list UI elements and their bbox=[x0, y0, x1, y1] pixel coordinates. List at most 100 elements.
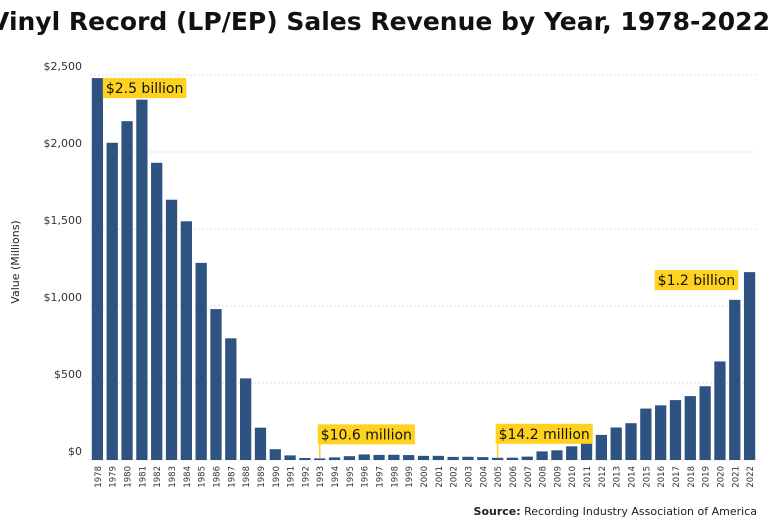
x-tick-label: 2002 bbox=[450, 466, 460, 488]
y-tick-label: $2,500 bbox=[44, 60, 83, 73]
x-tick-label: 2014 bbox=[628, 466, 638, 488]
bar bbox=[447, 456, 459, 460]
x-tick-label: 1992 bbox=[301, 466, 311, 488]
bar bbox=[328, 457, 341, 460]
bar bbox=[343, 456, 356, 460]
bar bbox=[551, 450, 563, 460]
x-tick-label: 1995 bbox=[346, 466, 356, 488]
x-tick-label: 1991 bbox=[287, 466, 297, 488]
bar bbox=[151, 162, 163, 460]
bar bbox=[195, 262, 207, 460]
bar bbox=[403, 455, 415, 460]
bar bbox=[180, 221, 192, 460]
x-tick-label: 1998 bbox=[390, 466, 400, 488]
bar bbox=[121, 121, 133, 460]
x-tick-label: 1978 bbox=[94, 466, 104, 488]
x-tick-label: 1979 bbox=[109, 466, 119, 488]
x-tick-label: 2003 bbox=[464, 466, 474, 488]
bar bbox=[491, 457, 504, 460]
x-tick-label: 1986 bbox=[212, 466, 222, 488]
bar bbox=[655, 405, 667, 460]
bar bbox=[595, 434, 607, 460]
annotation-text: $10.6 million bbox=[321, 427, 412, 443]
x-tick-label: 1994 bbox=[331, 466, 341, 488]
x-tick-label: 1997 bbox=[376, 466, 386, 488]
bar bbox=[580, 441, 593, 460]
y-tick-label: $0 bbox=[68, 445, 82, 458]
y-tick-label: $2,000 bbox=[44, 137, 83, 150]
bar bbox=[684, 396, 696, 460]
x-tick-label: 2004 bbox=[479, 466, 489, 488]
bar bbox=[506, 457, 519, 460]
bar bbox=[417, 455, 430, 460]
annotation-text: $14.2 million bbox=[499, 427, 590, 443]
bar bbox=[729, 299, 741, 460]
bar bbox=[743, 272, 756, 460]
x-tick-label: 2013 bbox=[613, 466, 623, 488]
x-tick-label: 1990 bbox=[272, 466, 282, 488]
bar bbox=[358, 454, 370, 460]
x-tick-label: 2018 bbox=[687, 466, 697, 488]
annotation: $2.5 billion bbox=[102, 78, 187, 99]
x-tick-label: 2005 bbox=[494, 466, 504, 488]
source: Source: Recording Industry Association o… bbox=[474, 505, 757, 518]
x-tick-label: 1996 bbox=[361, 466, 371, 488]
x-tick-label: 2001 bbox=[435, 466, 445, 488]
source-label: Source: bbox=[474, 505, 521, 518]
bar bbox=[91, 78, 104, 460]
x-tick-label: 2007 bbox=[524, 466, 534, 488]
x-tick-label: 2010 bbox=[568, 466, 578, 488]
x-tick-label: 1983 bbox=[168, 466, 178, 488]
x-tick-label: 1984 bbox=[183, 466, 193, 488]
bar bbox=[254, 427, 267, 460]
annotation: $10.6 million bbox=[317, 424, 415, 459]
bar bbox=[610, 427, 622, 460]
annotation-box bbox=[102, 78, 187, 99]
x-tick-label: 2019 bbox=[702, 466, 712, 488]
annotation-box bbox=[654, 270, 739, 291]
bar bbox=[299, 457, 311, 460]
bar bbox=[373, 454, 385, 460]
bar bbox=[536, 451, 548, 460]
x-tick-label: 2022 bbox=[746, 466, 756, 488]
bar bbox=[432, 455, 444, 460]
y-tick-label: $500 bbox=[54, 368, 82, 381]
bar bbox=[462, 456, 474, 460]
bar bbox=[521, 456, 533, 460]
y-axis-label: Value (Millions) bbox=[9, 220, 22, 303]
x-tick-label: 1988 bbox=[242, 466, 252, 488]
x-tick-label: 1985 bbox=[198, 466, 208, 488]
bar bbox=[225, 338, 237, 460]
source-text: Recording Industry Association of Americ… bbox=[524, 505, 757, 518]
x-tick-label: 2000 bbox=[420, 466, 430, 488]
x-tick-label: 2008 bbox=[539, 466, 549, 488]
bar bbox=[699, 386, 711, 460]
x-tick-label: 2021 bbox=[731, 466, 741, 488]
x-tick-label: 2011 bbox=[583, 466, 593, 488]
bar bbox=[165, 199, 178, 461]
bar bbox=[477, 457, 489, 460]
annotation-box bbox=[495, 423, 593, 444]
bar bbox=[284, 455, 296, 460]
x-tick-label: 2016 bbox=[657, 466, 667, 488]
bar bbox=[106, 142, 118, 460]
bar bbox=[714, 361, 726, 460]
bar bbox=[136, 99, 148, 460]
annotation-text: $1.2 billion bbox=[658, 273, 736, 289]
bar bbox=[240, 378, 252, 460]
x-tick-label: 1987 bbox=[227, 466, 237, 488]
x-tick-label: 2006 bbox=[509, 466, 519, 488]
bar bbox=[640, 408, 652, 460]
y-tick-label: $1,500 bbox=[44, 214, 83, 227]
x-tick-label: 1982 bbox=[153, 466, 163, 488]
x-tick-label: 1993 bbox=[316, 466, 326, 488]
bar bbox=[625, 423, 637, 460]
x-tick-label: 2015 bbox=[642, 466, 652, 488]
x-tick-label: 1980 bbox=[124, 466, 134, 488]
annotation-text: $2.5 billion bbox=[106, 81, 184, 97]
x-tick-label: 1989 bbox=[257, 466, 267, 488]
annotation: $14.2 million bbox=[495, 423, 593, 458]
bar bbox=[269, 449, 281, 460]
